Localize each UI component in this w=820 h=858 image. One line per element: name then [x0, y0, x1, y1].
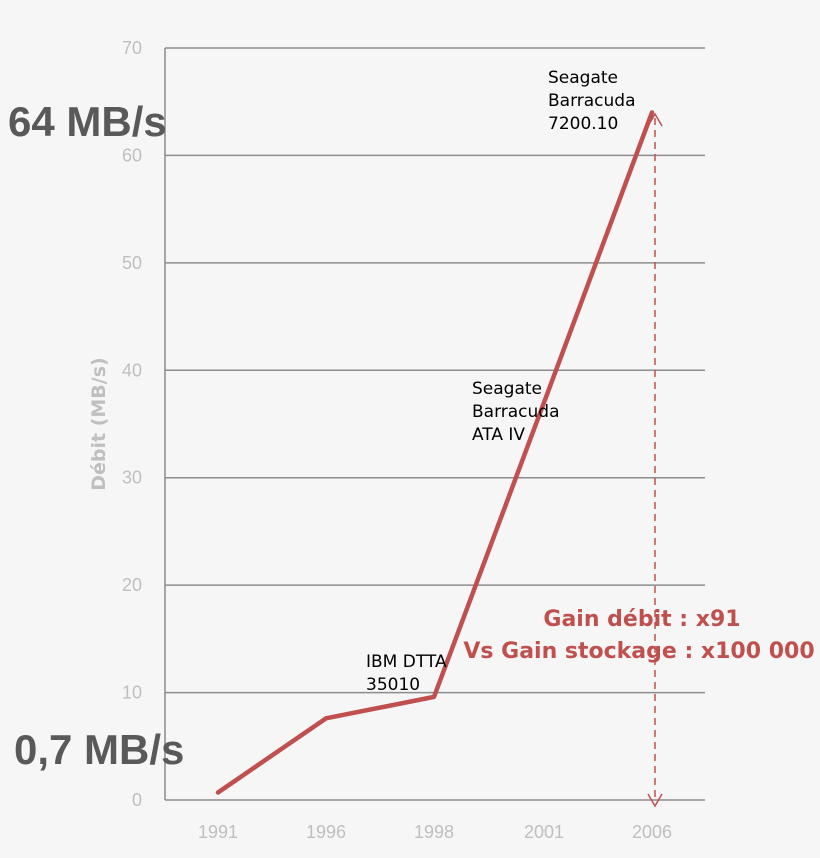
annotation-label: Barracuda: [472, 402, 560, 422]
y-tick-label: 30: [122, 468, 142, 488]
gain-debit-label: Gain débit : x91: [543, 607, 740, 632]
y-tick-label: 10: [122, 683, 142, 703]
annotation-label: ATA IV: [472, 425, 525, 445]
annotation-label: Seagate: [548, 68, 618, 88]
x-tick-label: 1991: [198, 822, 238, 842]
series-line: [215, 110, 655, 795]
annotation-label: 7200.10: [548, 114, 618, 134]
y-tick-label: 20: [122, 575, 142, 595]
annotation-label: 35010: [366, 675, 420, 695]
max-callout: 64 MB/s: [8, 98, 167, 145]
annotation-label: Barracuda: [548, 91, 636, 111]
x-tick-label: 1998: [414, 822, 454, 842]
x-tick-label: 2001: [524, 822, 564, 842]
annotation-label: IBM DTTA: [366, 652, 447, 672]
x-tick-label: 2006: [632, 822, 672, 842]
y-tick-label: 60: [122, 145, 142, 165]
gain-stockage-label: Vs Gain stockage : x100 000: [463, 639, 814, 664]
y-tick-label: 70: [122, 38, 142, 58]
x-tick-label: 1996: [306, 822, 346, 842]
y-axis-label: Débit (MB/s): [88, 357, 110, 490]
arrow-head-down-icon: [647, 793, 663, 808]
y-tick-label: 50: [122, 253, 142, 273]
annotation-label: Seagate: [472, 379, 542, 399]
y-tick-label: 40: [122, 360, 142, 380]
y-tick-label: 0: [132, 790, 142, 810]
arrow-head-up-icon: [647, 112, 663, 127]
min-callout: 0,7 MB/s: [14, 726, 184, 773]
